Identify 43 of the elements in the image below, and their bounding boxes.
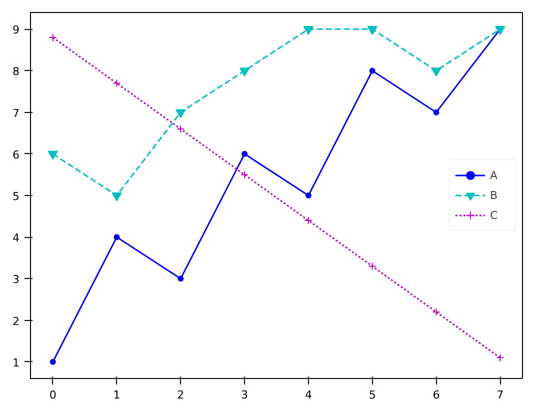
point bbox=[176, 109, 186, 118]
point bbox=[368, 262, 376, 270]
y-tick-label: 2 bbox=[12, 314, 20, 328]
point bbox=[48, 33, 57, 42]
point bbox=[495, 26, 506, 35]
point bbox=[431, 68, 442, 76]
point bbox=[367, 26, 378, 35]
y-tick-label: 8 bbox=[12, 65, 20, 78]
x-tick-label: 6 bbox=[432, 388, 440, 402]
point bbox=[48, 150, 58, 160]
point bbox=[432, 308, 440, 316]
point bbox=[304, 216, 312, 224]
x-tick-label: 7 bbox=[496, 388, 504, 402]
point bbox=[176, 124, 185, 133]
x-tick-label: 5 bbox=[368, 388, 376, 402]
point bbox=[114, 234, 120, 240]
x-tick-label: 3 bbox=[241, 388, 248, 402]
x-tick-label: 0 bbox=[49, 388, 56, 402]
point bbox=[496, 354, 504, 362]
y-tick-label: 6 bbox=[12, 148, 20, 162]
y-tick-label: 9 bbox=[12, 24, 20, 37]
point bbox=[112, 192, 122, 202]
point bbox=[240, 68, 250, 76]
point bbox=[50, 358, 56, 365]
point bbox=[178, 276, 184, 282]
x-tick-label: 1 bbox=[113, 388, 120, 402]
y-tick-label: 1 bbox=[12, 356, 20, 370]
point bbox=[240, 170, 249, 179]
point bbox=[305, 192, 312, 198]
y-tick-label: 5 bbox=[12, 190, 20, 203]
x-tick-label: 4 bbox=[304, 388, 312, 402]
y-tick-label: 7 bbox=[12, 106, 20, 120]
legend-label: B bbox=[490, 188, 499, 202]
legend-label: A bbox=[490, 168, 499, 182]
point bbox=[303, 26, 314, 35]
point bbox=[242, 150, 248, 157]
x-tick-label: 2 bbox=[177, 388, 184, 402]
point bbox=[112, 79, 121, 88]
legend-label: C bbox=[490, 208, 499, 222]
y-tick-label: 3 bbox=[12, 273, 20, 286]
y-tick-label: 4 bbox=[12, 232, 20, 245]
point bbox=[369, 68, 376, 74]
point bbox=[433, 109, 440, 116]
